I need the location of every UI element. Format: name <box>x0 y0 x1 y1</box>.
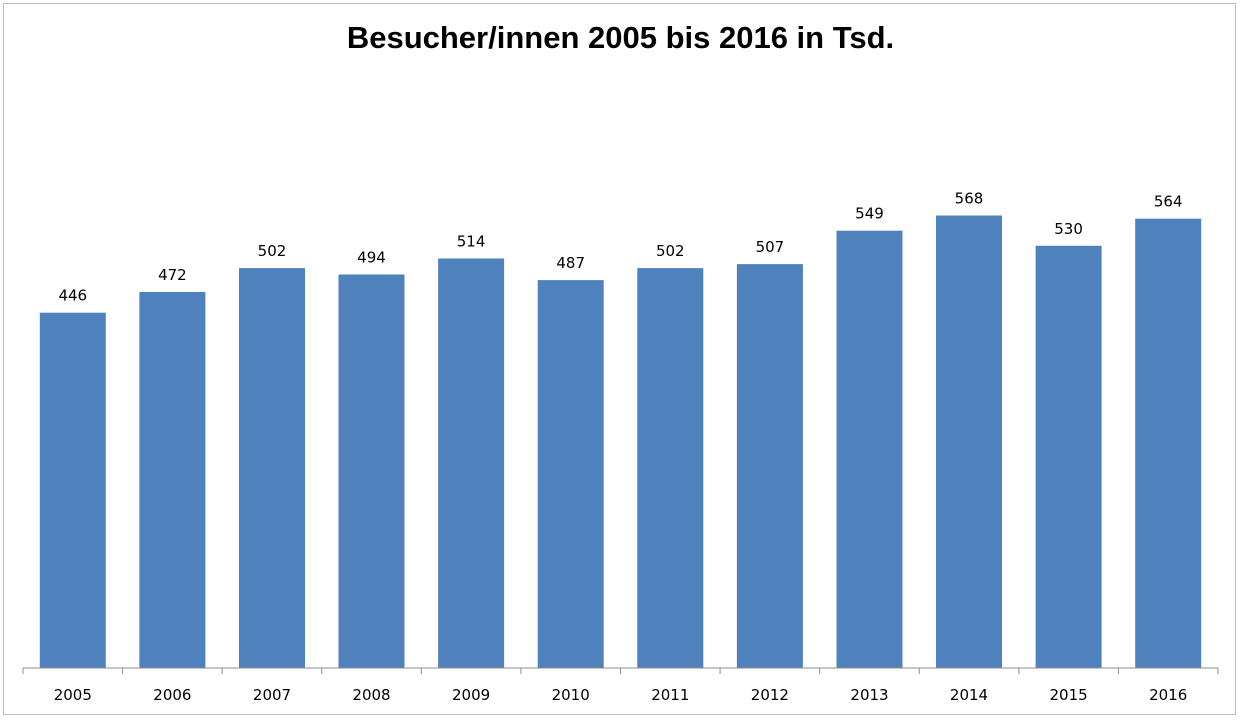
data-label-2013: 549 <box>855 205 884 223</box>
x-tick-label-2005: 2005 <box>54 686 92 704</box>
data-label-2010: 487 <box>556 254 585 272</box>
chart-title: Besucher/innen 2005 bis 2016 in Tsd. <box>346 20 895 55</box>
x-tick-labels-group: 2005 2006 2007 2008 2009 2010 2011 2012 2013 2014… <box>54 686 1188 704</box>
data-label-2007: 502 <box>258 242 287 260</box>
data-label-2006: 472 <box>158 266 187 284</box>
x-tick-label-2013: 2013 <box>850 686 888 704</box>
bar-2016 <box>1135 218 1202 668</box>
x-tick-label-2010: 2010 <box>552 686 590 704</box>
data-label-2012: 507 <box>756 238 785 256</box>
bar-2008 <box>338 274 405 668</box>
bar-2012 <box>736 264 803 668</box>
x-tick-label-2009: 2009 <box>452 686 490 704</box>
data-label-2016: 564 <box>1154 193 1183 211</box>
bar-2009 <box>438 258 505 668</box>
x-tick-label-2014: 2014 <box>950 686 988 704</box>
data-label-2005: 446 <box>58 287 87 305</box>
x-tick-label-2006: 2006 <box>153 686 191 704</box>
bars-group <box>39 215 1202 669</box>
data-labels-group: 446 472 502 494 514 487 502 507 549 568 530 564 <box>58 190 1182 305</box>
bar-2013 <box>836 230 903 668</box>
bar-2010 <box>537 280 604 668</box>
data-label-2008: 494 <box>357 249 386 267</box>
data-label-2014: 568 <box>955 190 984 208</box>
data-label-2009: 514 <box>457 233 486 251</box>
x-tick-label-2015: 2015 <box>1050 686 1088 704</box>
x-tick-label-2016: 2016 <box>1149 686 1187 704</box>
data-label-2015: 530 <box>1054 220 1083 238</box>
bar-2015 <box>1035 245 1102 669</box>
bar-2006 <box>139 292 206 668</box>
x-tick-label-2008: 2008 <box>352 686 390 704</box>
bar-2007 <box>239 268 305 668</box>
x-ticks-group <box>22 668 1219 674</box>
bar-2014 <box>936 215 1002 668</box>
x-tick-label-2007: 2007 <box>253 686 291 704</box>
data-label-2011: 502 <box>656 242 685 260</box>
bar-2005 <box>39 312 106 668</box>
x-tick-label-2011: 2011 <box>651 686 689 704</box>
chart-frame <box>3 3 1236 715</box>
x-tick-label-2012: 2012 <box>751 686 789 704</box>
bar-2011 <box>637 268 704 668</box>
